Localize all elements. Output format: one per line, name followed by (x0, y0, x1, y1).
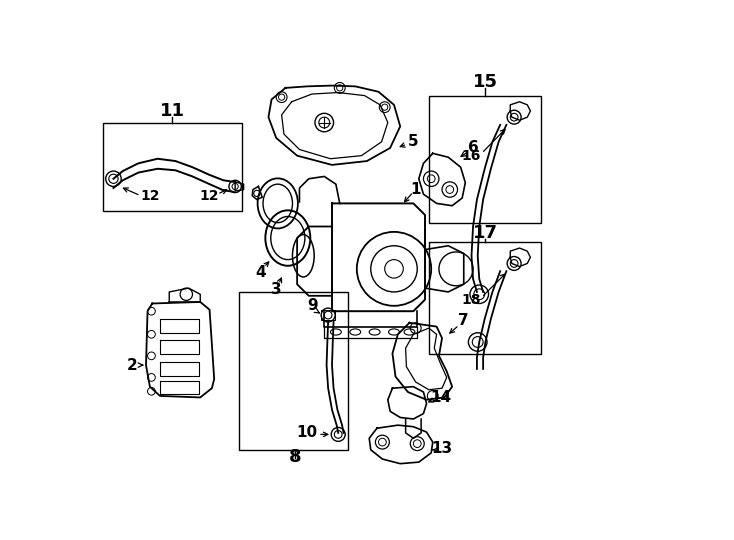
Text: 12: 12 (140, 188, 159, 202)
Bar (429, 242, 541, 354)
Text: 17: 17 (473, 224, 498, 242)
Text: 4: 4 (255, 265, 266, 280)
Text: 7: 7 (459, 313, 469, 328)
Text: 9: 9 (308, 298, 318, 313)
Text: 3: 3 (271, 282, 282, 297)
Bar (103, 123, 242, 211)
Bar (239, 292, 347, 450)
Text: 8: 8 (288, 449, 301, 467)
Text: 1: 1 (410, 182, 421, 197)
Text: 16: 16 (462, 148, 482, 163)
Text: 18: 18 (462, 293, 482, 307)
Text: 10: 10 (297, 426, 318, 440)
Text: 5: 5 (408, 134, 418, 149)
Text: 13: 13 (432, 441, 453, 456)
Bar (429, 96, 541, 222)
Text: 6: 6 (468, 140, 479, 156)
Text: 15: 15 (473, 73, 498, 91)
Text: 11: 11 (160, 102, 185, 120)
Text: 14: 14 (430, 390, 451, 405)
Text: 12: 12 (200, 188, 219, 202)
Text: 2: 2 (127, 357, 137, 373)
